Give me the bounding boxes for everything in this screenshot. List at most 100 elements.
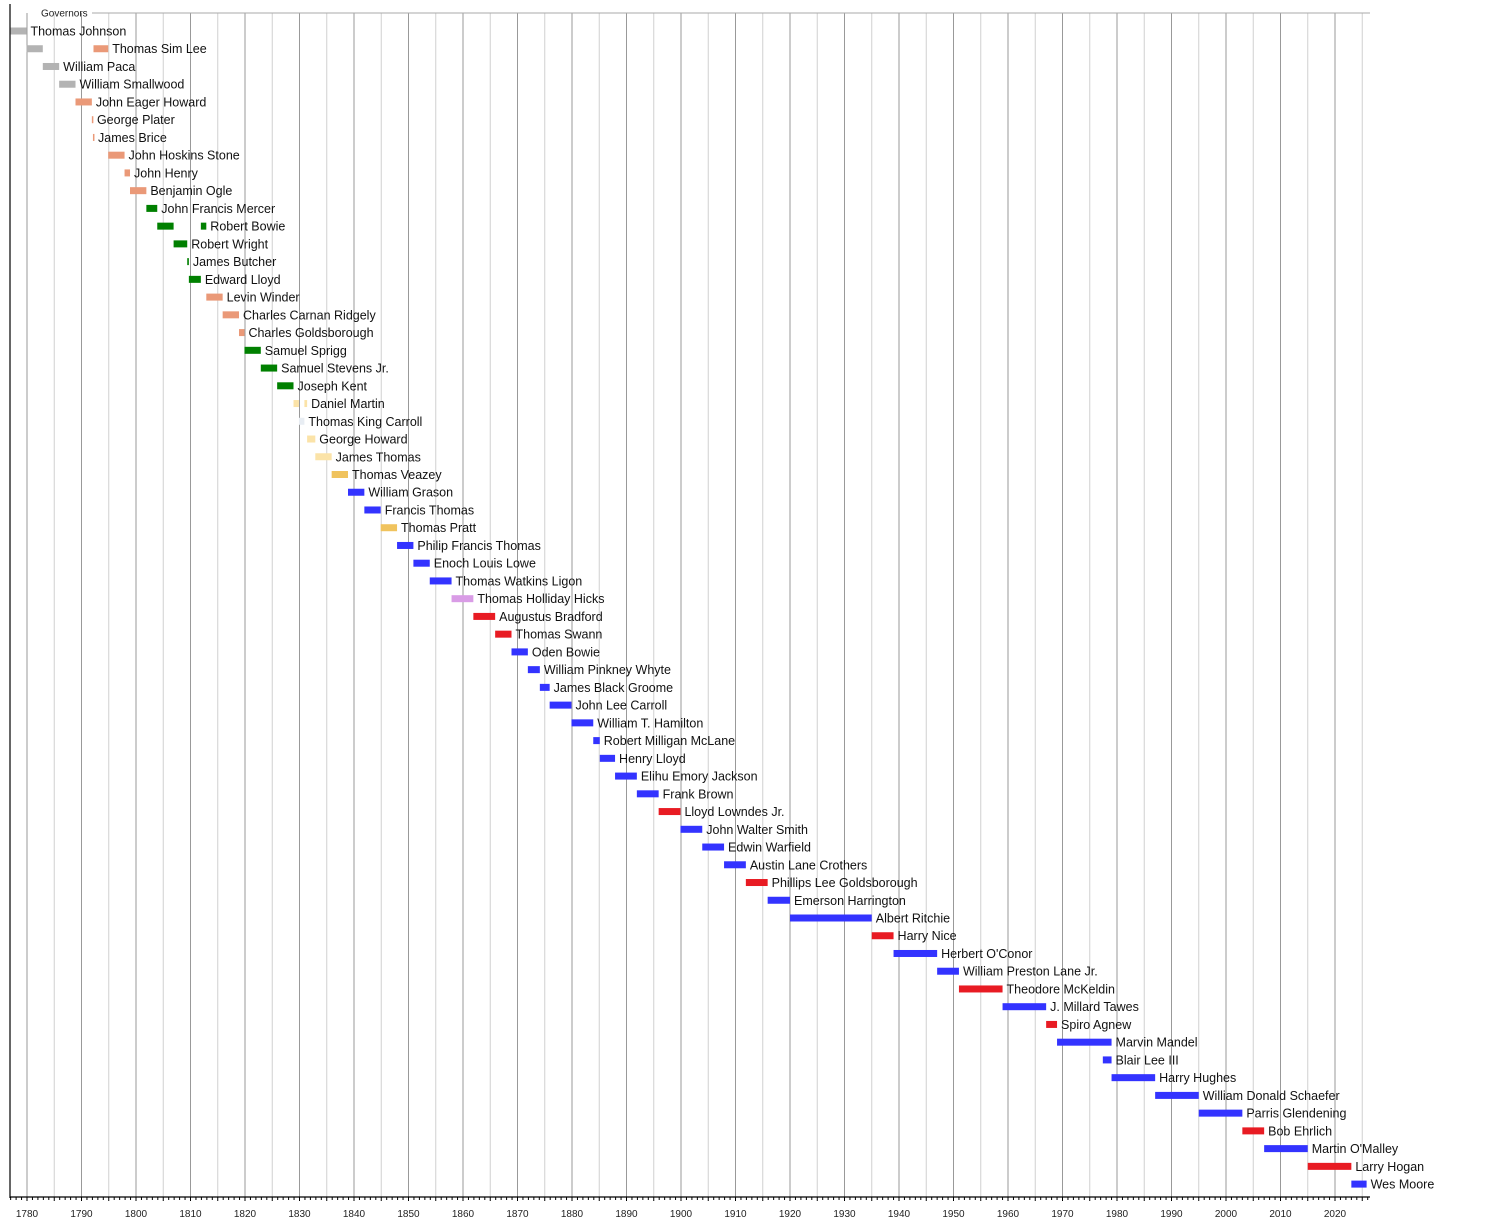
governor-label: Thomas King Carroll: [308, 415, 422, 429]
term-bar: [59, 80, 76, 88]
term-bar: [244, 346, 261, 354]
term-bar: [1155, 1091, 1199, 1099]
term-bar: [473, 612, 496, 620]
governor-label: James Black Groome: [554, 681, 674, 695]
term-bar: [92, 133, 95, 141]
governor-label: Emerson Harrington: [794, 894, 906, 908]
governor-label: Wes Moore: [1371, 1178, 1435, 1192]
governor-label: Thomas Swann: [516, 628, 603, 642]
term-bar: [958, 985, 1003, 993]
governor-row: James Thomas: [315, 450, 421, 464]
term-bar: [364, 506, 381, 514]
governor-row: George Plater: [91, 113, 175, 127]
x-tick-label: 1780: [16, 1209, 39, 1218]
x-tick-label: 1790: [70, 1209, 93, 1218]
governor-row: Frank Brown: [636, 787, 734, 801]
term-bar: [380, 524, 398, 532]
term-bar: [745, 879, 768, 887]
governor-label: Levin Winder: [227, 291, 300, 305]
governor-label: James Thomas: [336, 450, 421, 464]
x-tick-label: 1830: [288, 1209, 311, 1218]
x-tick-label: 1880: [561, 1209, 584, 1218]
governor-label: Albert Ritchie: [876, 912, 950, 926]
term-bar: [1046, 1020, 1058, 1028]
governor-label: Thomas Watkins Ligon: [456, 574, 583, 588]
term-bar: [1242, 1127, 1265, 1135]
governor-row: Henry Lloyd: [599, 752, 686, 766]
term-bar: [277, 382, 294, 390]
governor-label: Robert Wright: [191, 237, 268, 251]
term-bar: [200, 222, 207, 230]
governor-row: Theodore McKeldin: [958, 982, 1115, 996]
governor-label: Edwin Warfield: [728, 841, 811, 855]
governor-row: Charles Goldsborough: [239, 326, 374, 340]
x-tick-label: 2010: [1269, 1209, 1292, 1218]
gridlines: [26, 13, 1363, 1197]
governor-label: William Donald Schaefer: [1203, 1089, 1340, 1103]
governor-row: Thomas Johnson: [10, 25, 126, 39]
term-bar: [1057, 1038, 1112, 1046]
term-bar: [348, 488, 365, 496]
governor-row: William Pinkney Whyte: [527, 663, 671, 677]
governor-label: George Howard: [319, 433, 407, 447]
term-bar: [1264, 1145, 1308, 1153]
term-bar: [10, 27, 27, 35]
governor-row: Martin O'Malley: [1264, 1142, 1399, 1156]
term-bar: [42, 62, 60, 70]
term-bar: [413, 559, 430, 567]
governor-label: Robert Bowie: [210, 220, 285, 234]
governor-label: Edward Lloyd: [205, 273, 281, 287]
governor-row: Francis Thomas: [364, 503, 474, 517]
term-bar: [124, 169, 131, 177]
governor-row: Larry Hogan: [1307, 1160, 1424, 1174]
x-tick-label: 1950: [942, 1209, 965, 1218]
governor-row: Robert Milligan McLane: [593, 734, 735, 748]
term-bar: [187, 258, 189, 266]
governor-row: John Lee Carroll: [549, 699, 667, 713]
term-bar: [724, 861, 746, 869]
governor-label: Thomas Holliday Hicks: [477, 592, 604, 606]
governor-row: William Smallwood: [59, 78, 184, 92]
governor-label: John Eager Howard: [96, 95, 207, 109]
governor-row: James Brice: [92, 131, 167, 145]
chart-title: Governors: [41, 9, 88, 20]
x-tick-label: 1940: [888, 1209, 911, 1218]
term-bar: [893, 949, 938, 957]
governor-label: Thomas Sim Lee: [112, 42, 207, 56]
term-bar: [571, 719, 594, 727]
term-bar: [767, 896, 790, 904]
term-bar: [93, 45, 109, 53]
governor-row: Thomas Veazey: [331, 468, 442, 482]
governor-label: John Lee Carroll: [575, 699, 667, 713]
governor-label: Robert Milligan McLane: [604, 734, 735, 748]
governor-label: Harry Hughes: [1159, 1071, 1236, 1085]
governor-row: Philip Francis Thomas: [397, 539, 541, 553]
governor-label: Frank Brown: [663, 787, 734, 801]
governor-row: Harry Nice: [871, 929, 957, 943]
governor-label: William T. Hamilton: [597, 716, 703, 730]
term-bar: [260, 364, 278, 372]
governor-row: Albert Ritchie: [790, 912, 950, 926]
x-tick-label: 2020: [1324, 1209, 1347, 1218]
governor-row: Charles Carnan Ridgely: [222, 308, 376, 322]
governor-row: Thomas Holliday Hicks: [451, 592, 604, 606]
governor-label: Larry Hogan: [1355, 1160, 1424, 1174]
governor-row: James Black Groome: [539, 681, 674, 695]
term-bar: [658, 808, 681, 816]
governor-row: Blair Lee III: [1102, 1053, 1179, 1067]
x-tick-label: 1840: [343, 1209, 366, 1218]
term-bar: [871, 932, 894, 940]
governor-row: Thomas Sim Lee: [26, 42, 207, 56]
x-tick-label: 1990: [1160, 1209, 1183, 1218]
term-bar: [108, 151, 125, 159]
governor-row: Samuel Stevens Jr.: [260, 362, 389, 376]
governor-row: William Preston Lane Jr.: [937, 965, 1098, 979]
governor-label: Joseph Kent: [298, 379, 368, 393]
governor-label: John Henry: [134, 166, 199, 180]
governor-label: J. Millard Tawes: [1050, 1000, 1139, 1014]
governor-label: Thomas Pratt: [401, 521, 477, 535]
governor-label: Samuel Stevens Jr.: [281, 362, 389, 376]
governor-row: George Howard: [307, 433, 408, 447]
governor-label: Samuel Sprigg: [265, 344, 347, 358]
